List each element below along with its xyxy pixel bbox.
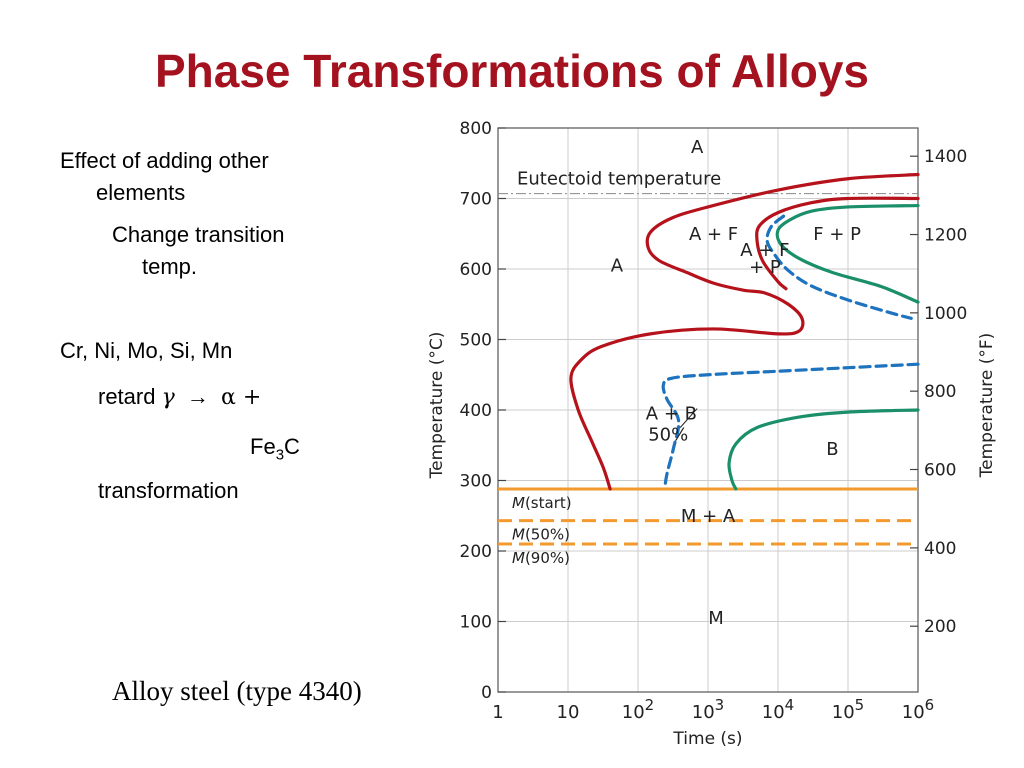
bullet-change-line1: Change transition [112, 222, 285, 247]
y-left-tick-label: 200 [460, 542, 492, 562]
bullet-change-line2: temp. [142, 254, 198, 279]
bullet-retard: retard γ → α + [98, 384, 261, 410]
alpha-plus-symbol: α + [221, 385, 262, 410]
pointer-line [679, 408, 698, 428]
martensite-line-label: M(start) [512, 494, 572, 512]
fe-text: Fe [250, 434, 276, 459]
y-right-axis-title: Temperature (°F) [977, 333, 997, 479]
transformation-curve [765, 214, 913, 320]
x-tick-label: 1 [492, 702, 503, 723]
y-left-tick-label: 0 [481, 683, 492, 703]
martensite-line-label: M(50%) [512, 526, 570, 544]
slide-title: Phase Transformations of Alloys [154, 45, 870, 97]
x-tick-label: 106 [902, 696, 934, 723]
bullet-effect-line2: elements [96, 180, 186, 205]
y-left-tick-label: 400 [460, 401, 492, 421]
y-left-tick-label: 300 [460, 472, 492, 492]
transformation-curve [569, 172, 920, 491]
bullet-effect-line1: Effect of adding other [60, 148, 269, 173]
transformation-curve [775, 203, 920, 304]
y-right-tick-label: 800 [924, 382, 956, 402]
fe-subscript: 3 [275, 446, 285, 464]
region-label: + P [749, 257, 781, 278]
c-text: C [284, 434, 300, 459]
bullet-elements: Cr, Ni, Mo, Si, Mn [60, 338, 233, 363]
figure-caption: Alloy steel (type 4340) [112, 676, 362, 706]
y-left-axis-title: Temperature (°C) [427, 332, 447, 480]
y-right-tick-label: 1000 [924, 304, 967, 324]
x-tick-label: 102 [622, 696, 654, 723]
x-tick-label: 104 [762, 696, 794, 723]
y-left-tick-label: 800 [460, 119, 492, 139]
region-label: A [611, 255, 624, 276]
region-label: A [691, 137, 704, 158]
y-right-tick-label: 400 [924, 539, 956, 559]
y-right-tick-label: 600 [924, 461, 956, 481]
martensite-line-label: M(90%) [512, 549, 570, 567]
region-label: F + P [813, 224, 861, 245]
x-tick-label: 10 [557, 702, 580, 723]
transformation-curve [755, 196, 920, 291]
y-left-tick-label: 500 [460, 331, 492, 351]
y-left-tick-label: 100 [460, 613, 492, 633]
arrow-icon: → [186, 384, 209, 409]
y-left-tick-label: 700 [460, 190, 492, 210]
y-right-tick-label: 1400 [924, 147, 967, 167]
region-label: B [826, 439, 838, 460]
gamma-symbol: γ [161, 385, 175, 410]
region-label: A + F [740, 240, 789, 261]
eutectoid-label: Eutectoid temperature [517, 169, 721, 190]
retard-text: retard [98, 384, 156, 409]
y-left-tick-label: 600 [460, 260, 492, 280]
region-label: A + F [689, 224, 738, 245]
transformation-curve [661, 362, 920, 491]
x-axis-title: Time (s) [672, 729, 742, 749]
bullet-fe3c: Fe3C [250, 434, 300, 463]
y-right-tick-label: 1200 [924, 226, 967, 246]
transformation-curve [727, 408, 920, 491]
region-label: M + A [681, 506, 736, 527]
region-label: A + B [646, 404, 697, 425]
bullet-transformation: transformation [98, 478, 239, 503]
region-label: 50% [648, 425, 688, 446]
x-tick-label: 105 [832, 696, 864, 723]
region-label: M [708, 608, 724, 629]
y-right-tick-label: 200 [924, 617, 956, 637]
x-tick-label: 103 [692, 696, 724, 723]
